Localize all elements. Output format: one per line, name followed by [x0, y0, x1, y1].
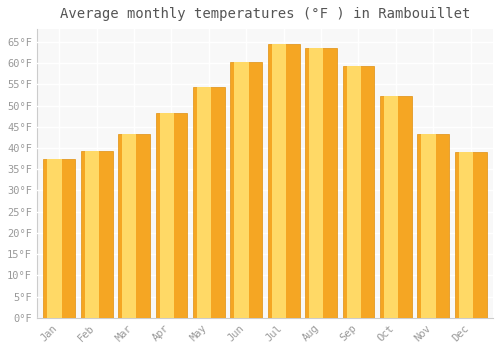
Bar	[309, 48, 324, 318]
Bar	[272, 44, 286, 318]
Bar	[44, 159, 75, 318]
Bar	[418, 134, 449, 318]
Bar	[234, 62, 248, 318]
Bar	[84, 151, 99, 318]
Bar	[268, 44, 300, 318]
Title: Average monthly temperatures (°F ) in Rambouillet: Average monthly temperatures (°F ) in Ra…	[60, 7, 470, 21]
Bar	[342, 65, 374, 318]
Bar	[230, 62, 262, 318]
Bar	[160, 113, 174, 318]
Bar	[384, 96, 398, 318]
Bar	[422, 134, 436, 318]
Bar	[48, 159, 62, 318]
Bar	[197, 87, 211, 318]
Bar	[122, 134, 136, 318]
Bar	[380, 96, 412, 318]
Bar	[458, 152, 473, 318]
Bar	[454, 152, 486, 318]
Bar	[80, 151, 112, 318]
Bar	[305, 48, 337, 318]
Bar	[156, 113, 188, 318]
Bar	[193, 87, 224, 318]
Bar	[346, 65, 361, 318]
Bar	[118, 134, 150, 318]
